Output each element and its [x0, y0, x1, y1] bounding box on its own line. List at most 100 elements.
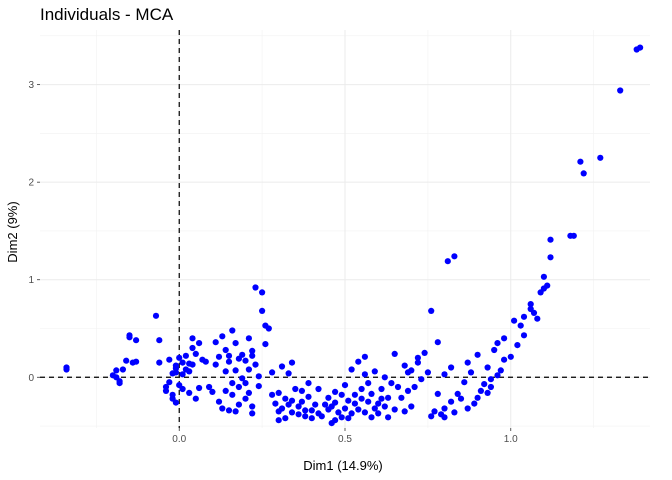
- data-point: [232, 340, 239, 347]
- data-point: [288, 359, 296, 366]
- data-point: [186, 389, 193, 396]
- data-point: [428, 307, 435, 314]
- data-point: [249, 352, 256, 359]
- data-point: [282, 415, 289, 422]
- data-point: [225, 352, 233, 359]
- data-point: [371, 405, 378, 412]
- data-point: [341, 405, 349, 412]
- data-point: [464, 359, 471, 366]
- data-point: [229, 327, 236, 334]
- data-point: [116, 380, 123, 387]
- data-point: [530, 309, 538, 316]
- data-point: [249, 403, 256, 410]
- data-point: [474, 394, 481, 401]
- data-point: [351, 391, 358, 398]
- data-point: [484, 364, 491, 371]
- data-point: [166, 379, 173, 386]
- data-point: [239, 375, 246, 382]
- data-point: [510, 317, 518, 324]
- data-point: [421, 349, 428, 356]
- data-point: [232, 367, 239, 374]
- data-point: [388, 380, 395, 387]
- data-point: [212, 339, 219, 346]
- data-point: [448, 364, 455, 371]
- data-point: [355, 358, 362, 365]
- data-point: [278, 405, 286, 412]
- data-point: [408, 403, 415, 410]
- data-point: [375, 400, 382, 407]
- data-point: [295, 403, 302, 410]
- data-point: [172, 369, 179, 376]
- data-point: [249, 347, 256, 354]
- data-point: [272, 400, 279, 407]
- data-point: [269, 369, 276, 376]
- data-point: [298, 398, 305, 405]
- data-point: [361, 353, 368, 360]
- data-point: [434, 339, 441, 346]
- data-point: [441, 371, 448, 378]
- data-point: [275, 417, 282, 424]
- data-point: [189, 361, 196, 368]
- data-point: [394, 383, 402, 391]
- data-point: [212, 361, 219, 368]
- y-axis-label: Dim2 (9%): [5, 201, 20, 262]
- data-point: [172, 399, 179, 406]
- data-point: [156, 337, 163, 344]
- data-point: [308, 415, 315, 422]
- data-point: [322, 401, 329, 408]
- data-point: [305, 380, 312, 387]
- data-point: [345, 415, 352, 422]
- data-point: [375, 410, 382, 417]
- data-point: [222, 346, 229, 354]
- data-point: [371, 368, 378, 375]
- data-point: [391, 350, 398, 357]
- data-point: [196, 340, 203, 347]
- data-point: [381, 374, 388, 381]
- data-point: [275, 389, 282, 396]
- data-point: [295, 411, 302, 418]
- data-point: [186, 368, 193, 375]
- data-point: [434, 390, 441, 397]
- data-point: [520, 313, 528, 320]
- data-point: [308, 407, 315, 414]
- data-point: [288, 397, 296, 404]
- data-point: [278, 363, 286, 370]
- y-tick-label: 1: [28, 275, 34, 286]
- x-axis-label: Dim1 (14.9%): [303, 458, 382, 473]
- data-point: [235, 383, 242, 391]
- data-point: [577, 158, 584, 165]
- data-point: [166, 356, 173, 363]
- data-point: [424, 369, 431, 376]
- data-point: [454, 390, 461, 397]
- y-tick-label: 0: [28, 373, 34, 384]
- data-point: [235, 401, 242, 408]
- data-point: [192, 350, 199, 357]
- x-tick-label: 0.5: [338, 434, 352, 445]
- data-point: [259, 289, 266, 296]
- data-point: [338, 414, 345, 421]
- data-point: [378, 395, 385, 402]
- data-point: [497, 367, 504, 374]
- data-point: [318, 413, 325, 420]
- data-point: [215, 398, 223, 405]
- data-point: [487, 376, 494, 383]
- data-point: [341, 382, 349, 389]
- data-point: [245, 335, 252, 342]
- data-point: [637, 44, 644, 51]
- data-point: [580, 170, 587, 177]
- data-point: [378, 385, 385, 393]
- data-point: [501, 356, 508, 363]
- data-point: [285, 370, 292, 377]
- data-point: [222, 387, 229, 394]
- data-point: [123, 357, 130, 364]
- data-point: [461, 379, 468, 386]
- data-point: [298, 387, 305, 394]
- data-point: [239, 351, 246, 358]
- data-point: [428, 413, 435, 420]
- data-point: [189, 335, 196, 342]
- data-point: [477, 387, 484, 394]
- data-point: [179, 359, 186, 366]
- data-point: [404, 387, 412, 394]
- x-tick-label: 1.0: [504, 434, 518, 445]
- data-point: [570, 232, 577, 239]
